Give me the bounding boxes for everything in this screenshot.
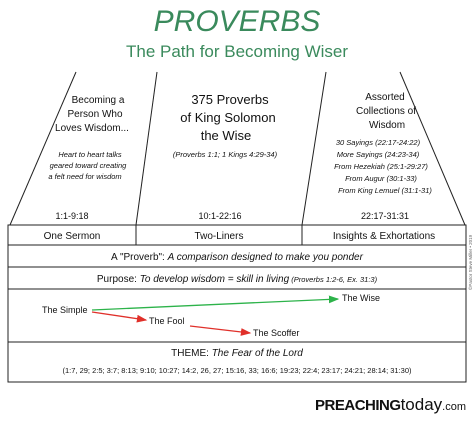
heading: Collections of bbox=[356, 106, 416, 117]
path-start: The Simple bbox=[42, 305, 88, 315]
note: 30 Sayings (22:17-24:22) bbox=[336, 138, 421, 147]
column-label: One Sermon bbox=[44, 231, 101, 242]
purpose-text: To develop wisdom = skill in living bbox=[140, 274, 290, 285]
note: (Proverbs 1:1; 1 Kings 4:29-34) bbox=[173, 150, 278, 159]
column: Becoming a Person Who Loves Wisdom... He… bbox=[48, 95, 129, 221]
column-label: Insights & Exhortations bbox=[333, 231, 435, 242]
logo-bold: PREACHING bbox=[315, 397, 401, 414]
theme-label: THEME: bbox=[171, 348, 212, 359]
range: 10:1-22:16 bbox=[198, 211, 241, 221]
purpose-label: Purpose: bbox=[97, 274, 140, 285]
heading: 375 Proverbs bbox=[191, 92, 269, 107]
heading: Assorted bbox=[365, 92, 404, 103]
rows-frame bbox=[7, 224, 467, 383]
heading: of King Solomon bbox=[180, 110, 275, 125]
note: Heart to heart talks bbox=[58, 150, 122, 159]
purpose-refs: (Proverbs 1:2-6, Ex. 31:3) bbox=[289, 275, 377, 284]
logo-light: today bbox=[401, 395, 443, 414]
theme: THEME: The Fear of the Lord bbox=[171, 348, 303, 359]
range: 22:17-31:31 bbox=[361, 211, 409, 221]
heading: the Wise bbox=[201, 128, 252, 143]
note: More Sayings (24:23-34) bbox=[337, 150, 420, 159]
column-label: Two-Liners bbox=[195, 231, 244, 242]
copyright: ©Pastor Steve Miller • 2019 bbox=[467, 234, 473, 290]
column: 375 Proverbs of King Solomon the Wise (P… bbox=[173, 92, 278, 221]
definition-text: A comparison designed to make you ponder bbox=[167, 252, 364, 263]
heading: Loves Wisdom... bbox=[55, 123, 129, 134]
theme-refs: (1:7, 29; 2:5; 3:7; 8:13; 9:10; 10:27; 1… bbox=[62, 366, 412, 375]
note: From Augur (30:1-33) bbox=[345, 174, 417, 183]
arrow-up bbox=[91, 295, 340, 311]
path-down: The Scoffer bbox=[253, 328, 299, 338]
term: A "Proverb": bbox=[111, 252, 168, 263]
subtitle: The Path for Becoming Wiser bbox=[126, 42, 348, 61]
range: 1:1-9:18 bbox=[55, 211, 88, 221]
definition: A "Proverb": A comparison designed to ma… bbox=[111, 252, 364, 263]
logo: PREACHINGtoday.com bbox=[315, 395, 466, 414]
theme-text: The Fear of the Lord bbox=[212, 348, 304, 359]
column: Assorted Collections of Wisdom 30 Saying… bbox=[334, 92, 432, 221]
logo-suffix: .com bbox=[442, 401, 466, 413]
heading: Wisdom bbox=[369, 120, 405, 131]
columns-frame bbox=[9, 71, 466, 226]
path-down: The Fool bbox=[149, 316, 185, 326]
note: From Hezekiah (25:1-29:27) bbox=[334, 162, 428, 171]
arrow-down bbox=[91, 311, 148, 323]
note: From King Lemuel (31:1-31) bbox=[338, 186, 432, 195]
note: geared toward creating bbox=[50, 161, 128, 170]
heading: Person Who bbox=[67, 109, 122, 120]
arrow-down bbox=[189, 325, 252, 336]
heading: Becoming a bbox=[72, 95, 125, 106]
note: a felt need for wisdom bbox=[48, 172, 121, 181]
purpose: Purpose: To develop wisdom = skill in li… bbox=[97, 274, 378, 285]
path-up: The Wise bbox=[342, 293, 380, 303]
title: PROVERBS bbox=[154, 5, 321, 38]
